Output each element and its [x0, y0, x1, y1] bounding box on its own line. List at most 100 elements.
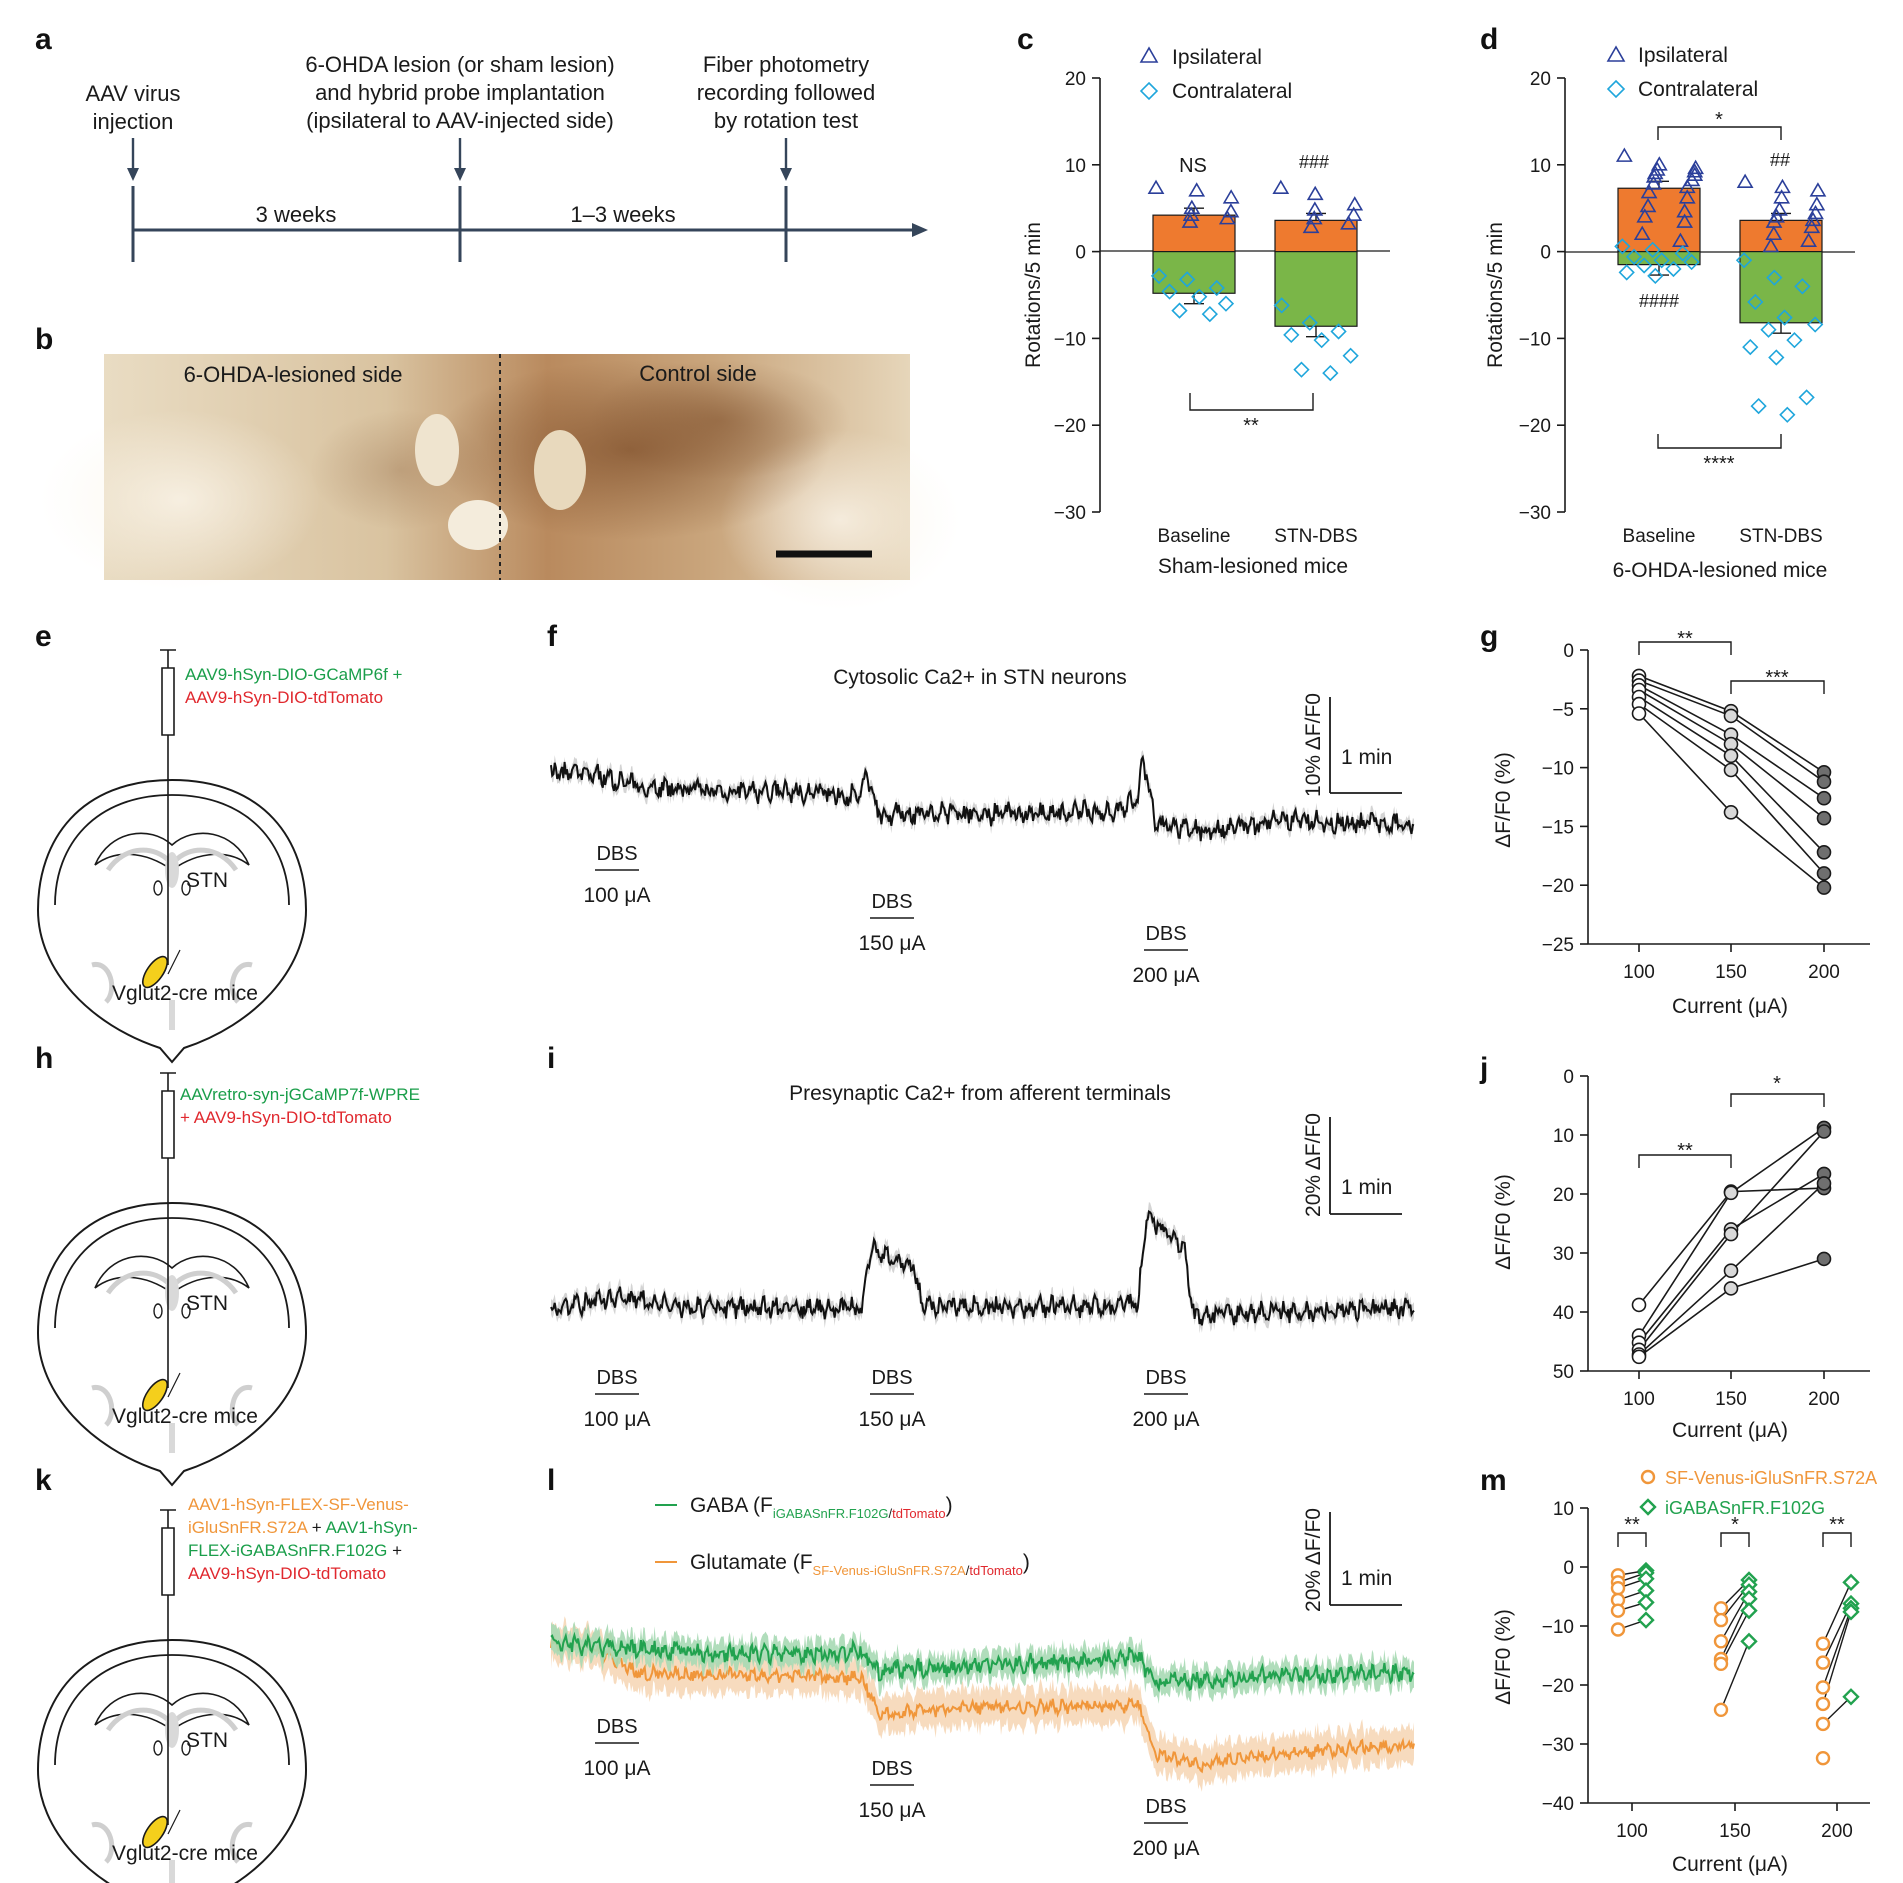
f-sem-band	[551, 750, 1414, 849]
l-legend-gaba-sub-b: tdTomato	[892, 1506, 945, 1521]
m-point-glu	[1815, 1636, 1831, 1651]
g-point	[1723, 748, 1739, 764]
m-annot: **	[1624, 1514, 1640, 1536]
m-point-glu	[1815, 1680, 1831, 1695]
d-point-contra	[1644, 241, 1661, 258]
f-title: Cytosolic Ca2+ in STN neurons	[833, 666, 1127, 689]
c-point-contra	[1179, 271, 1196, 288]
i-stim-label-2: DBS	[871, 1367, 912, 1389]
stn-pointer	[167, 949, 181, 975]
j-xtick-label: 150	[1715, 1389, 1747, 1410]
d-point-contra	[1794, 278, 1811, 295]
m-pair-line	[1720, 1641, 1750, 1711]
i-stim-current-3: 200 μA	[1133, 1408, 1200, 1431]
m-ytick-label: −20	[1542, 1676, 1574, 1697]
c-legend-ipsi: Ipsilateral	[1172, 46, 1262, 69]
cortex-line	[54, 1654, 173, 1766]
m-xtick-label: 100	[1616, 1821, 1648, 1842]
d-point-contra	[1742, 338, 1759, 356]
d-point-ipsi	[1676, 213, 1694, 228]
f-trace	[550, 754, 1415, 842]
l-legend-glu-name: Glutamate (F	[690, 1551, 813, 1574]
panel-label-l: l	[547, 1464, 555, 1497]
d-point-contra	[1766, 269, 1783, 286]
c-ytick-label: −30	[1054, 503, 1086, 524]
brain-outline	[36, 1638, 308, 1883]
g-point	[1723, 804, 1739, 820]
panel-label-k: k	[35, 1464, 52, 1497]
d-point-ipsi	[1773, 189, 1791, 204]
d-point-contra	[1625, 248, 1643, 265]
d-point-ipsi	[1645, 168, 1663, 183]
d-point-contra	[1647, 267, 1664, 285]
d-point-contra	[1760, 321, 1777, 338]
f-stim-label-1: DBS	[596, 843, 637, 865]
g-point	[1816, 774, 1832, 790]
d-point-contra	[1674, 245, 1691, 262]
c-point-ipsi	[1147, 179, 1165, 195]
m-annot: *	[1731, 1514, 1739, 1536]
d-point-ipsi	[1765, 225, 1783, 241]
stn-pointer	[167, 1809, 181, 1835]
d-point-ipsi	[1800, 232, 1817, 247]
event-2-line-1: 6-OHDA lesion (or sham lesion)	[305, 52, 614, 77]
panel-label-j: j	[1479, 1052, 1488, 1085]
g-point	[1631, 706, 1647, 721]
c-point-ipsi	[1306, 201, 1324, 216]
d-point-ipsi	[1683, 171, 1701, 187]
d-sig-bracket-top	[1657, 126, 1782, 140]
l-gaba-trace	[550, 1631, 1415, 1693]
c-bar-contra	[1274, 251, 1358, 327]
cortex-line	[171, 794, 290, 906]
event-arrow-1	[127, 138, 139, 181]
c-cat-stndbs: STN-DBS	[1274, 526, 1357, 547]
c-bar-ipsi	[1274, 219, 1358, 253]
event-1-line-1: AAV virus	[86, 81, 181, 106]
j-sig-bracket-2	[1730, 1093, 1825, 1107]
panel-label-e: e	[35, 620, 52, 653]
panel-label-d: d	[1480, 23, 1498, 56]
d-ytick-label: 20	[1530, 69, 1551, 90]
g-x-label: Current (μA)	[1672, 995, 1788, 1018]
brain-outline-group	[36, 1072, 308, 1487]
d-point-ipsi	[1672, 232, 1689, 247]
stn-pointer	[167, 1372, 181, 1398]
m-pair-line	[1822, 1582, 1852, 1644]
g-annot-1: **	[1677, 628, 1693, 650]
d-point-ipsi	[1636, 208, 1654, 223]
j-point	[1723, 1281, 1739, 1296]
c-point-ipsi	[1181, 213, 1199, 228]
m-ytick-label: 0	[1563, 1558, 1574, 1579]
j-xtick-label: 100	[1623, 1389, 1655, 1410]
d-point-ipsi	[1639, 197, 1657, 213]
m-pair-line	[1822, 1608, 1852, 1688]
event-3-line-3: by rotation test	[714, 108, 858, 133]
c-err-contra	[1306, 326, 1326, 338]
event-1-line-2: injection	[93, 109, 174, 134]
m-point-glu	[1610, 1580, 1626, 1596]
g-xtick-label: 150	[1715, 962, 1747, 983]
midline-ventricle	[169, 1860, 175, 1883]
l-legend-glu-sub-a: SF-Venus-iGluSnFR.S72A	[813, 1563, 967, 1578]
c-point-ipsi	[1346, 196, 1364, 211]
optic-fiber-probe	[160, 1509, 176, 1825]
d-point-contra	[1636, 257, 1653, 274]
d-y-label: Rotations/5 min	[1484, 222, 1507, 368]
brain-schematic-e: AAV9-hSyn-DIO-GCaMP6f + AAV9-hSyn-DIO-td…	[36, 649, 403, 1064]
c-point-contra	[1330, 323, 1347, 340]
g-ytick-label: −10	[1542, 759, 1574, 780]
m-point-glu	[1815, 1655, 1831, 1670]
hippocampus	[105, 847, 172, 872]
d-x-label: 6-OHDA-lesioned mice	[1613, 559, 1828, 582]
c-point-contra	[1313, 332, 1330, 349]
l-legend-gaba-name: GABA (F	[690, 1494, 773, 1517]
m-point-glu	[1713, 1601, 1729, 1616]
e-virus-line-1: AAV9-hSyn-DIO-GCaMP6f +	[185, 665, 403, 684]
e-stn-label: STN	[186, 869, 228, 892]
hippocampus	[105, 1707, 172, 1732]
g-ytick-label: 0	[1563, 641, 1574, 662]
histology-image: 6-OHDA-lesioned side Control side	[40, 354, 960, 610]
midline-ventricle	[169, 1000, 175, 1030]
